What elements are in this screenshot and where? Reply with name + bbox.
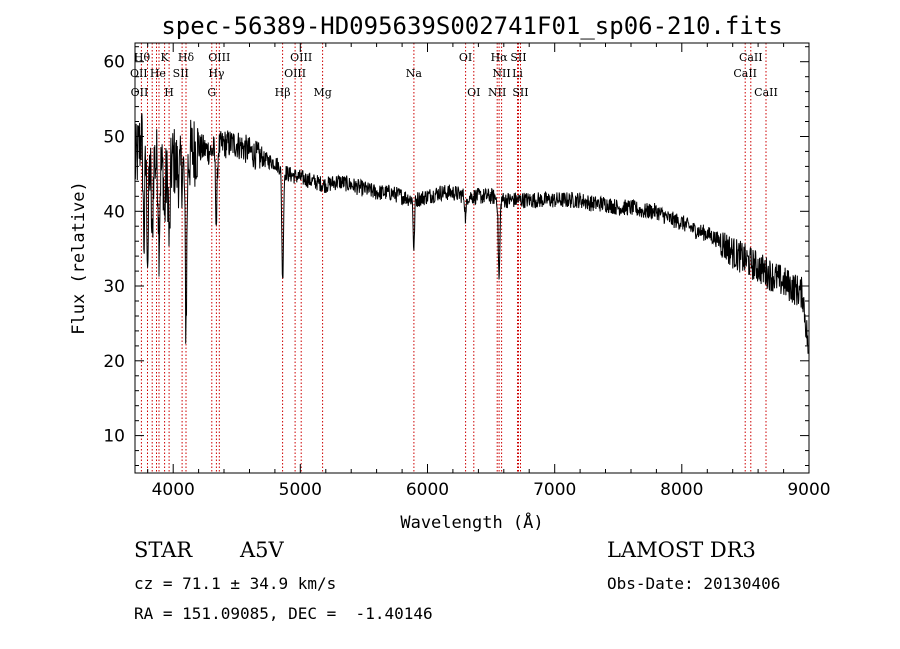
- x-axis: 4000 5000 6000 7000 8000 9000: [147, 43, 831, 500]
- spectrum-series: [134, 113, 809, 354]
- line-label-row1-5: OI: [459, 51, 472, 64]
- line-label-row1-8: CaII: [739, 51, 763, 64]
- line-label-row3-5: OI: [467, 86, 480, 99]
- line-label-row1-1: K: [160, 51, 169, 64]
- line-label-row2-5: Na: [406, 67, 423, 80]
- line-label-row2-1: He: [150, 67, 166, 80]
- y-tick-label-60: 60: [103, 53, 125, 73]
- line-label-row2-7: Li: [512, 67, 523, 80]
- line-label-row1-2: Hδ: [178, 51, 195, 64]
- line-label-row2-4: OIII: [284, 67, 306, 80]
- y-axis-label: Flux (relative): [69, 181, 89, 335]
- y-tick-label-40: 40: [103, 202, 125, 222]
- line-label-row1-6: Hα: [491, 51, 509, 64]
- line-label-row3-2: G: [207, 86, 216, 99]
- line-label-row2-2: SII: [173, 67, 189, 80]
- x-tick-label-4000: 4000: [152, 480, 195, 500]
- spectrum-chart: spec-56389-HD095639S002741F01_sp06-210.f…: [69, 12, 831, 533]
- x-tick-label-5000: 5000: [279, 480, 322, 500]
- spectral-subclass: A5V: [240, 538, 284, 562]
- y-tick-label-10: 10: [103, 427, 125, 447]
- line-label-row3-4: Mg: [313, 86, 331, 99]
- line-label-row3-1: H: [164, 86, 174, 99]
- line-label-row1-7: SII: [510, 51, 526, 64]
- line-label-row3-3: Hβ: [275, 86, 291, 99]
- line-label-row2-8: CaII: [733, 67, 757, 80]
- y-tick-label-30: 30: [103, 277, 125, 297]
- spectral-line-markers: [140, 43, 767, 473]
- line-label-row3-7: SII: [512, 86, 528, 99]
- line-label-row1-4: OIII: [290, 51, 312, 64]
- x-tick-label-8000: 8000: [660, 480, 703, 500]
- line-label-row3-8: CaII: [754, 86, 778, 99]
- x-tick-label-9000: 9000: [787, 480, 830, 500]
- y-tick-label-20: 20: [103, 352, 125, 372]
- survey-name: LAMOST DR3: [607, 538, 756, 562]
- x-tick-label-7000: 7000: [533, 480, 576, 500]
- line-label-row2-6: NII: [492, 67, 510, 80]
- line-label-row2-0: OII: [130, 67, 148, 80]
- line-label-row1-3: OIII: [208, 51, 230, 64]
- plot-frame: [134, 42, 810, 474]
- x-axis-label: Wavelength (Å): [400, 511, 543, 533]
- line-label-row1-0: Hθ: [134, 51, 151, 64]
- redshift-readout: cz = 71.1 ± 34.9 km/s: [134, 574, 337, 593]
- object-type: STAR: [134, 538, 193, 562]
- coordinates: RA = 151.09085, DEC = -1.40146: [134, 604, 433, 623]
- chart-title: spec-56389-HD095639S002741F01_sp06-210.f…: [161, 12, 782, 40]
- line-label-row3-6: NII: [488, 86, 506, 99]
- y-axis: 10 20 30 40 50 60: [103, 46, 809, 466]
- obs-date: Obs-Date: 20130406: [607, 574, 781, 593]
- line-label-row3-0: OII: [131, 86, 149, 99]
- line-label-row2-3: Hγ: [208, 67, 225, 80]
- x-tick-label-6000: 6000: [406, 480, 449, 500]
- y-tick-label-50: 50: [103, 128, 125, 148]
